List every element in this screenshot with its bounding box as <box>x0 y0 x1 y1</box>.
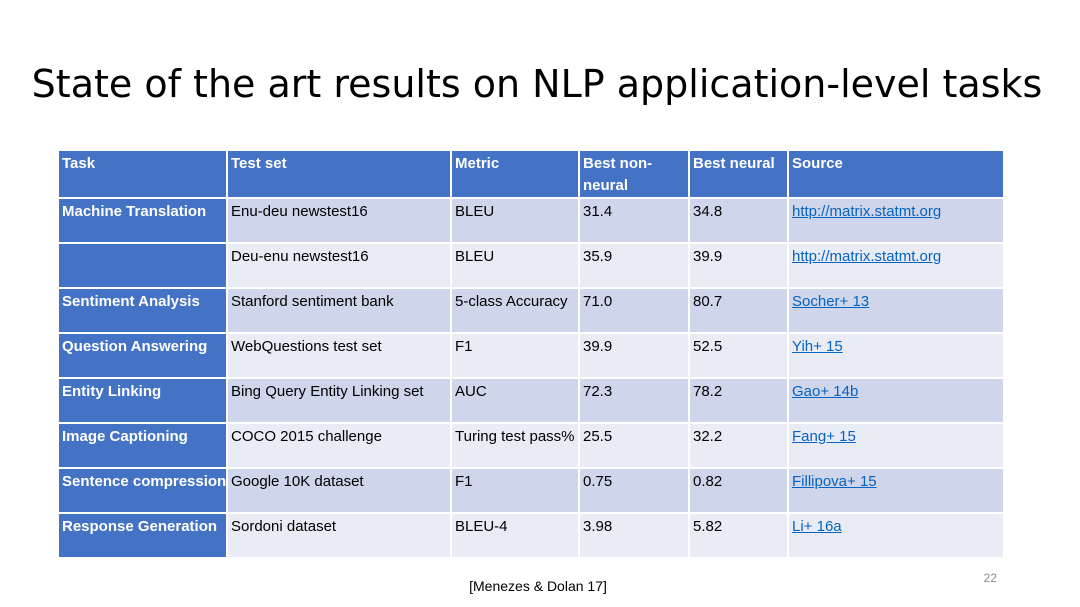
citation: [Menezes & Dolan 17] <box>469 578 607 594</box>
metric-cell: F1 <box>450 467 580 514</box>
metric-cell: F1 <box>450 332 580 379</box>
task-cell: Response Generation <box>57 512 228 559</box>
metric-cell: 5-class Accuracy <box>450 287 580 334</box>
source-cell: Fillipova+ 15 <box>787 467 1005 514</box>
best-neural-cell: 5.82 <box>688 512 789 559</box>
test-set-cell: Google 10K dataset <box>226 467 452 514</box>
test-set-cell: Stanford sentiment bank <box>226 287 452 334</box>
test-set-cell: COCO 2015 challenge <box>226 422 452 469</box>
table-header-row: Task Test set Metric Best non-neural Bes… <box>57 149 1005 199</box>
source-link[interactable]: Fillipova+ 15 <box>792 473 877 490</box>
table-row: Machine Translation Enu-deu newstest16 B… <box>57 197 1005 244</box>
source-link[interactable]: Li+ 16a <box>792 518 842 535</box>
source-cell: http://matrix.statmt.org <box>787 197 1005 244</box>
test-set-cell: Sordoni dataset <box>226 512 452 559</box>
test-set-cell: Deu-enu newstest16 <box>226 242 452 289</box>
source-cell: Gao+ 14b <box>787 377 1005 424</box>
source-link[interactable]: Fang+ 15 <box>792 428 856 445</box>
slide-title: State of the art results on NLP applicat… <box>31 62 1043 106</box>
test-set-cell: Bing Query Entity Linking set <box>226 377 452 424</box>
task-cell: Question Answering <box>57 332 228 379</box>
source-link[interactable]: http://matrix.statmt.org <box>792 248 942 265</box>
header-task: Task <box>57 149 228 199</box>
best-non-neural-cell: 39.9 <box>578 332 690 379</box>
header-best-non-neural: Best non-neural <box>578 149 690 199</box>
best-non-neural-cell: 3.98 <box>578 512 690 559</box>
task-cell: Entity Linking <box>57 377 228 424</box>
table-row: Sentence compression Google 10K dataset … <box>57 467 1005 514</box>
best-non-neural-cell: 25.5 <box>578 422 690 469</box>
best-neural-cell: 32.2 <box>688 422 789 469</box>
test-set-cell: Enu-deu newstest16 <box>226 197 452 244</box>
task-cell: Image Captioning <box>57 422 228 469</box>
page-number: 22 <box>983 571 997 585</box>
task-cell: Sentence compression <box>57 467 228 514</box>
table-row: Question Answering WebQuestions test set… <box>57 332 1005 379</box>
test-set-cell: WebQuestions test set <box>226 332 452 379</box>
source-link[interactable]: Yih+ 15 <box>792 338 843 355</box>
metric-cell: AUC <box>450 377 580 424</box>
source-cell: http://matrix.statmt.org <box>787 242 1005 289</box>
best-neural-cell: 0.82 <box>688 467 789 514</box>
metric-cell: Turing test pass% <box>450 422 580 469</box>
source-cell: Socher+ 13 <box>787 287 1005 334</box>
header-best-neural: Best neural <box>688 149 789 199</box>
best-non-neural-cell: 0.75 <box>578 467 690 514</box>
source-cell: Yih+ 15 <box>787 332 1005 379</box>
metric-cell: BLEU <box>450 242 580 289</box>
best-non-neural-cell: 31.4 <box>578 197 690 244</box>
table-row: Entity Linking Bing Query Entity Linking… <box>57 377 1005 424</box>
table-row: Image Captioning COCO 2015 challenge Tur… <box>57 422 1005 469</box>
task-cell: Sentiment Analysis <box>57 287 228 334</box>
header-metric: Metric <box>450 149 580 199</box>
source-cell: Fang+ 15 <box>787 422 1005 469</box>
header-test-set: Test set <box>226 149 452 199</box>
best-neural-cell: 80.7 <box>688 287 789 334</box>
task-cell: Machine Translation <box>57 197 228 244</box>
best-non-neural-cell: 71.0 <box>578 287 690 334</box>
table-row: Deu-enu newstest16 BLEU 35.9 39.9 http:/… <box>57 242 1005 289</box>
best-neural-cell: 78.2 <box>688 377 789 424</box>
best-neural-cell: 52.5 <box>688 332 789 379</box>
best-neural-cell: 39.9 <box>688 242 789 289</box>
source-link[interactable]: Socher+ 13 <box>792 293 870 310</box>
source-link[interactable]: Gao+ 14b <box>792 383 859 400</box>
task-cell <box>57 242 228 289</box>
best-neural-cell: 34.8 <box>688 197 789 244</box>
metric-cell: BLEU-4 <box>450 512 580 559</box>
header-source: Source <box>787 149 1005 199</box>
best-non-neural-cell: 72.3 <box>578 377 690 424</box>
source-link[interactable]: http://matrix.statmt.org <box>792 203 942 220</box>
metric-cell: BLEU <box>450 197 580 244</box>
source-cell: Li+ 16a <box>787 512 1005 559</box>
table-row: Response Generation Sordoni dataset BLEU… <box>57 512 1005 559</box>
results-table: Task Test set Metric Best non-neural Bes… <box>57 149 1005 559</box>
table-row: Sentiment Analysis Stanford sentiment ba… <box>57 287 1005 334</box>
best-non-neural-cell: 35.9 <box>578 242 690 289</box>
